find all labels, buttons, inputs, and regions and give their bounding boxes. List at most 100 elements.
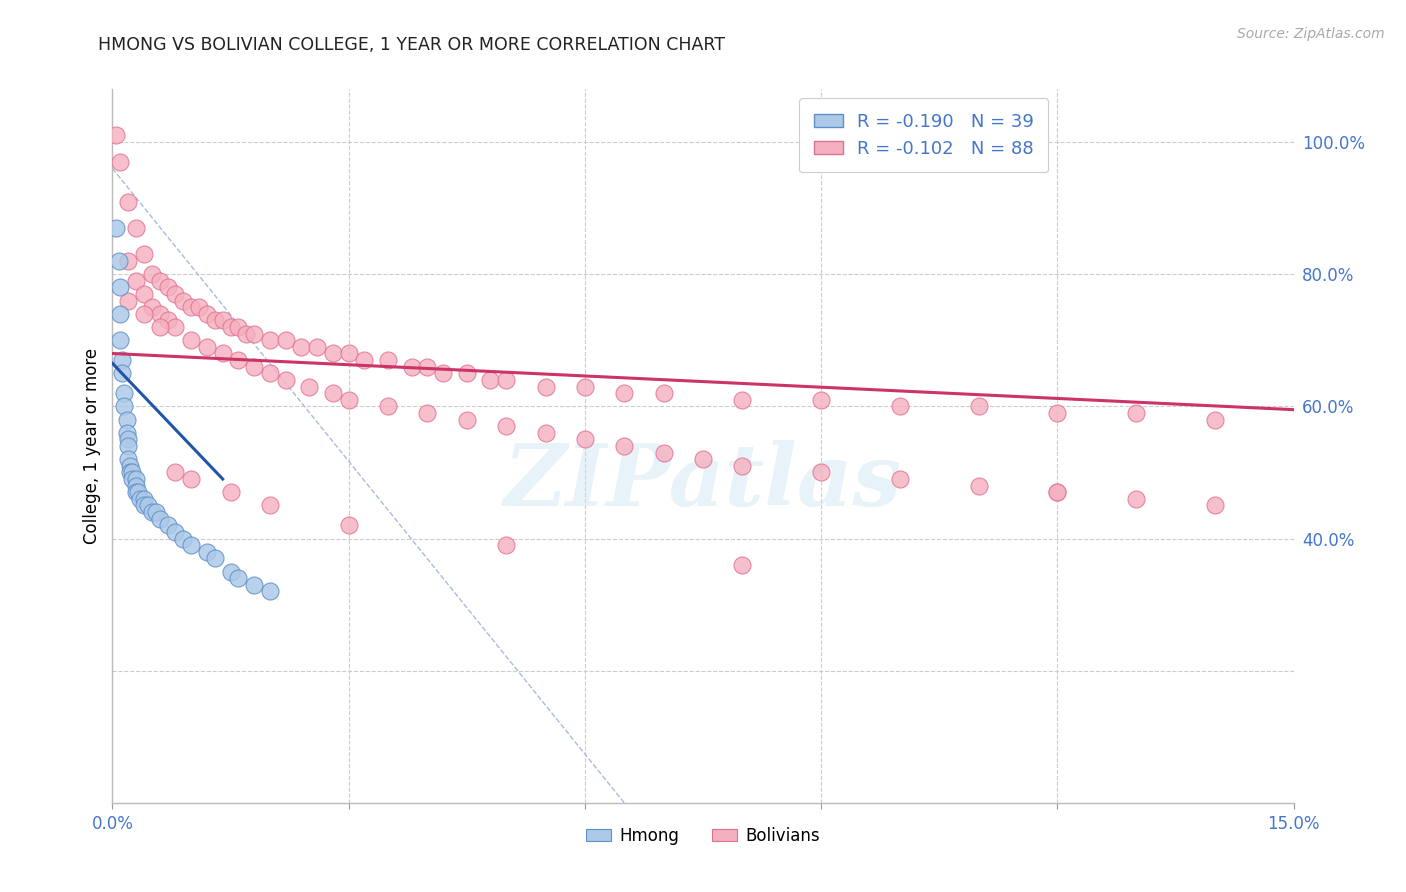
Point [211, 313, 233, 327]
Point [810, 466, 832, 480]
Point [211, 346, 233, 360]
Point [456, 412, 478, 426]
Text: ZIPatlas: ZIPatlas [503, 440, 903, 524]
Point [107, 254, 129, 268]
Point [111, 353, 134, 368]
Point [322, 386, 344, 401]
Point [219, 485, 242, 500]
Point [195, 307, 218, 321]
Point [117, 293, 139, 308]
Point [259, 367, 281, 381]
Point [105, 128, 128, 143]
Point [652, 445, 675, 459]
Point [110, 154, 132, 169]
Point [172, 532, 194, 546]
Point [195, 545, 218, 559]
Point [121, 466, 143, 480]
Point [889, 472, 911, 486]
Legend: Hmong, Bolivians: Hmong, Bolivians [579, 821, 827, 852]
Point [129, 491, 152, 506]
Text: Source: ZipAtlas.com: Source: ZipAtlas.com [1237, 27, 1385, 41]
Point [353, 353, 375, 368]
Point [132, 247, 155, 261]
Point [495, 419, 517, 434]
Point [416, 359, 439, 374]
Point [1204, 412, 1226, 426]
Point [416, 406, 439, 420]
Point [574, 433, 596, 447]
Point [141, 505, 163, 519]
Point [534, 425, 557, 440]
Point [156, 313, 179, 327]
Point [307, 340, 329, 354]
Point [195, 340, 218, 354]
Point [1125, 491, 1147, 506]
Point [889, 400, 911, 414]
Point [149, 307, 172, 321]
Point [337, 518, 360, 533]
Point [117, 452, 139, 467]
Point [110, 307, 132, 321]
Point [118, 466, 141, 480]
Point [117, 439, 139, 453]
Point [145, 505, 167, 519]
Point [105, 221, 128, 235]
Point [1046, 485, 1069, 500]
Point [731, 458, 754, 473]
Point [165, 524, 187, 539]
Point [1046, 485, 1069, 500]
Point [204, 313, 226, 327]
Point [180, 333, 202, 347]
Point [180, 472, 202, 486]
Point [125, 485, 148, 500]
Point [149, 320, 172, 334]
Point [377, 400, 399, 414]
Point [243, 578, 266, 592]
Point [274, 373, 297, 387]
Point [495, 373, 517, 387]
Point [967, 400, 990, 414]
Point [228, 571, 250, 585]
Point [125, 472, 148, 486]
Point [322, 346, 344, 360]
Point [111, 367, 134, 381]
Point [112, 400, 135, 414]
Point [180, 300, 202, 314]
Point [731, 392, 754, 407]
Point [1125, 406, 1147, 420]
Point [495, 538, 517, 552]
Point [165, 466, 187, 480]
Point [274, 333, 297, 347]
Point [613, 386, 636, 401]
Point [574, 379, 596, 393]
Point [110, 333, 132, 347]
Point [613, 439, 636, 453]
Point [117, 194, 139, 209]
Point [692, 452, 714, 467]
Point [219, 320, 242, 334]
Point [235, 326, 257, 341]
Point [967, 478, 990, 492]
Point [534, 379, 557, 393]
Point [110, 280, 132, 294]
Point [479, 373, 502, 387]
Point [115, 425, 138, 440]
Point [731, 558, 754, 572]
Point [1046, 406, 1069, 420]
Point [132, 287, 155, 301]
Point [141, 267, 163, 281]
Point [112, 386, 135, 401]
Point [228, 320, 250, 334]
Point [243, 326, 266, 341]
Point [401, 359, 423, 374]
Point [259, 584, 281, 599]
Point [219, 565, 242, 579]
Y-axis label: College, 1 year or more: College, 1 year or more [83, 348, 101, 544]
Point [132, 307, 155, 321]
Point [298, 379, 321, 393]
Point [165, 320, 187, 334]
Point [243, 359, 266, 374]
Point [432, 367, 454, 381]
Point [377, 353, 399, 368]
Point [156, 280, 179, 294]
